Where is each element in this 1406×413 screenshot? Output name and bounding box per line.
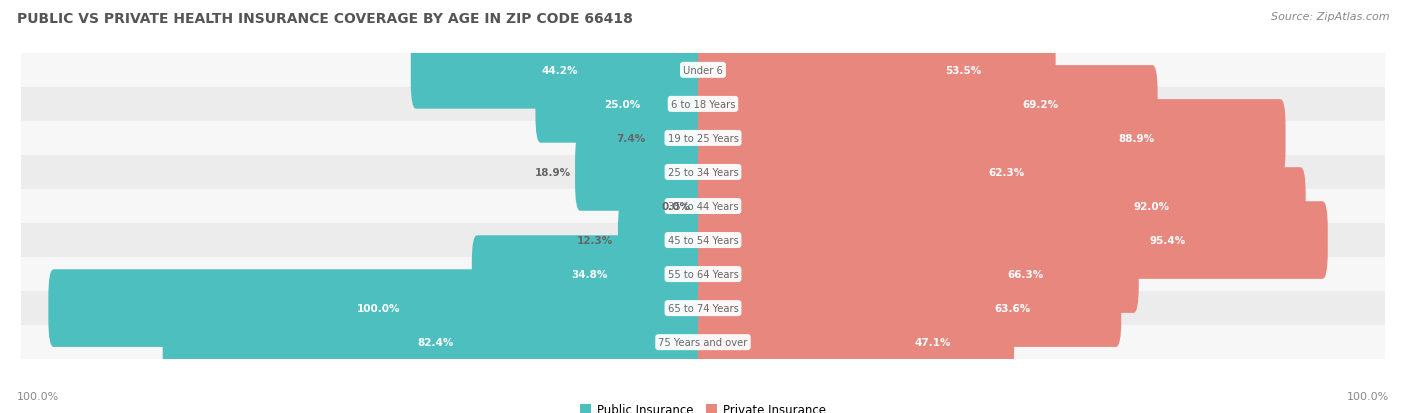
FancyBboxPatch shape [163, 304, 709, 381]
FancyBboxPatch shape [21, 54, 1385, 88]
Text: 95.4%: 95.4% [1150, 235, 1185, 245]
Text: 45 to 54 Years: 45 to 54 Years [668, 235, 738, 245]
Text: 12.3%: 12.3% [576, 235, 613, 245]
FancyBboxPatch shape [697, 202, 1327, 279]
FancyBboxPatch shape [697, 100, 1285, 177]
Text: 82.4%: 82.4% [418, 337, 454, 347]
FancyBboxPatch shape [21, 156, 1385, 190]
Text: 88.9%: 88.9% [1118, 133, 1154, 144]
Text: PUBLIC VS PRIVATE HEALTH INSURANCE COVERAGE BY AGE IN ZIP CODE 66418: PUBLIC VS PRIVATE HEALTH INSURANCE COVER… [17, 12, 633, 26]
FancyBboxPatch shape [697, 32, 1056, 109]
Text: 100.0%: 100.0% [357, 304, 401, 313]
FancyBboxPatch shape [697, 134, 1112, 211]
Text: 66.3%: 66.3% [1008, 269, 1045, 280]
Text: 62.3%: 62.3% [988, 168, 1025, 178]
FancyBboxPatch shape [21, 292, 1385, 325]
FancyBboxPatch shape [575, 134, 709, 211]
Text: 65 to 74 Years: 65 to 74 Years [668, 304, 738, 313]
FancyBboxPatch shape [697, 270, 1121, 347]
Text: 53.5%: 53.5% [945, 66, 981, 76]
FancyBboxPatch shape [21, 121, 1385, 156]
FancyBboxPatch shape [697, 168, 1306, 245]
FancyBboxPatch shape [48, 270, 709, 347]
Text: 44.2%: 44.2% [541, 66, 578, 76]
Text: 35 to 44 Years: 35 to 44 Years [668, 202, 738, 211]
Text: 75 Years and over: 75 Years and over [658, 337, 748, 347]
Text: 100.0%: 100.0% [17, 391, 59, 401]
Text: 18.9%: 18.9% [534, 168, 571, 178]
Text: 69.2%: 69.2% [1022, 100, 1059, 109]
Text: 19 to 25 Years: 19 to 25 Years [668, 133, 738, 144]
Text: 47.1%: 47.1% [914, 337, 950, 347]
FancyBboxPatch shape [21, 190, 1385, 223]
FancyBboxPatch shape [697, 304, 1014, 381]
FancyBboxPatch shape [697, 236, 1139, 313]
Text: 6 to 18 Years: 6 to 18 Years [671, 100, 735, 109]
FancyBboxPatch shape [617, 202, 709, 279]
Text: 55 to 64 Years: 55 to 64 Years [668, 269, 738, 280]
FancyBboxPatch shape [472, 236, 709, 313]
Text: 0.0%: 0.0% [661, 202, 690, 211]
FancyBboxPatch shape [21, 325, 1385, 359]
Text: 92.0%: 92.0% [1133, 202, 1170, 211]
FancyBboxPatch shape [697, 66, 1157, 143]
Text: Source: ZipAtlas.com: Source: ZipAtlas.com [1271, 12, 1389, 22]
Text: 25.0%: 25.0% [603, 100, 640, 109]
FancyBboxPatch shape [411, 32, 709, 109]
Text: 34.8%: 34.8% [572, 269, 609, 280]
FancyBboxPatch shape [650, 100, 709, 177]
Text: 7.4%: 7.4% [616, 133, 645, 144]
FancyBboxPatch shape [21, 223, 1385, 257]
Legend: Public Insurance, Private Insurance: Public Insurance, Private Insurance [575, 398, 831, 413]
Text: 100.0%: 100.0% [1347, 391, 1389, 401]
Text: Under 6: Under 6 [683, 66, 723, 76]
Text: 25 to 34 Years: 25 to 34 Years [668, 168, 738, 178]
FancyBboxPatch shape [536, 66, 709, 143]
FancyBboxPatch shape [21, 88, 1385, 121]
FancyBboxPatch shape [21, 257, 1385, 292]
Text: 63.6%: 63.6% [994, 304, 1031, 313]
